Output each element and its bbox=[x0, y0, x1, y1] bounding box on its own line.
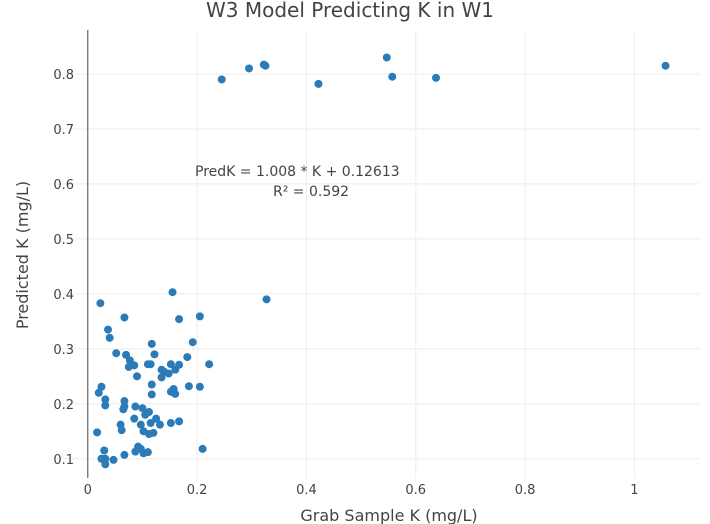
y-tick-label: 0.4 bbox=[53, 288, 74, 303]
y-tick-label: 0.1 bbox=[53, 453, 74, 468]
data-point bbox=[136, 420, 145, 429]
chart-title: W3 Model Predicting K in W1 bbox=[206, 0, 494, 22]
data-point bbox=[120, 313, 129, 322]
data-point bbox=[171, 365, 180, 374]
data-point bbox=[94, 388, 103, 397]
data-point bbox=[147, 380, 156, 389]
data-point bbox=[195, 312, 204, 321]
data-point bbox=[147, 339, 156, 348]
r-squared-label: R² = 0.592 bbox=[273, 184, 349, 200]
data-point bbox=[245, 64, 254, 73]
data-point bbox=[97, 382, 106, 391]
data-point bbox=[138, 404, 147, 413]
data-point bbox=[314, 79, 323, 88]
y-tick-label: 0.7 bbox=[53, 123, 74, 138]
data-point bbox=[96, 299, 105, 308]
x-tick-labels: 0 0.2 0.4 0.6 0.8 1 bbox=[84, 483, 639, 498]
x-tick-label: 0 bbox=[84, 483, 92, 498]
y-tick-label: 0.6 bbox=[53, 178, 74, 193]
data-point bbox=[166, 419, 175, 428]
data-point bbox=[157, 373, 166, 382]
data-point bbox=[101, 460, 110, 469]
data-point bbox=[431, 73, 440, 82]
data-point bbox=[261, 61, 270, 70]
data-point bbox=[195, 382, 204, 391]
data-point bbox=[101, 401, 110, 410]
x-tick-label: 0.2 bbox=[187, 483, 208, 498]
x-tick-label: 1 bbox=[630, 483, 638, 498]
data-point bbox=[146, 360, 155, 369]
data-point bbox=[149, 428, 158, 437]
data-point bbox=[120, 397, 129, 406]
x-axis-title: Grab Sample K (mg/L) bbox=[300, 506, 477, 524]
data-point bbox=[166, 360, 175, 369]
data-point bbox=[132, 372, 141, 381]
data-point bbox=[175, 315, 184, 324]
data-point bbox=[100, 446, 109, 455]
y-tick-label: 0.2 bbox=[53, 398, 74, 413]
data-point bbox=[150, 350, 159, 359]
data-point bbox=[105, 333, 114, 342]
data-point bbox=[130, 414, 139, 423]
data-point bbox=[184, 382, 193, 391]
x-tick-label: 0.6 bbox=[405, 483, 426, 498]
x-tick-label: 0.4 bbox=[296, 483, 317, 498]
data-point bbox=[101, 454, 110, 463]
data-point bbox=[171, 389, 180, 398]
data-point bbox=[119, 405, 128, 414]
data-point bbox=[388, 72, 397, 81]
data-point bbox=[152, 414, 161, 423]
data-point bbox=[109, 455, 118, 464]
data-point bbox=[141, 410, 150, 419]
data-point bbox=[168, 288, 177, 297]
data-point bbox=[217, 75, 226, 84]
data-point bbox=[131, 402, 140, 411]
data-point bbox=[117, 426, 126, 435]
y-tick-labels: 0.1 0.2 0.3 0.4 0.5 0.6 0.7 0.8 bbox=[53, 68, 74, 468]
data-point bbox=[382, 53, 391, 62]
data-point bbox=[188, 338, 197, 347]
regression-equation: PredK = 1.008 * K + 0.12613 bbox=[195, 164, 400, 180]
y-tick-label: 0.5 bbox=[53, 233, 74, 248]
data-point bbox=[164, 369, 173, 378]
data-points bbox=[93, 53, 670, 469]
y-tick-label: 0.3 bbox=[53, 343, 74, 358]
data-point bbox=[175, 417, 184, 426]
y-tick-label: 0.8 bbox=[53, 68, 74, 83]
data-point bbox=[198, 444, 207, 453]
x-tick-label: 0.8 bbox=[515, 483, 536, 498]
grid-lines bbox=[55, 30, 700, 478]
data-point bbox=[146, 419, 155, 428]
data-point bbox=[147, 390, 156, 399]
data-point bbox=[130, 361, 139, 370]
data-point bbox=[120, 450, 129, 459]
data-point bbox=[101, 395, 110, 404]
data-point bbox=[262, 295, 271, 304]
data-point bbox=[661, 61, 670, 70]
y-axis-title: Predicted K (mg/L) bbox=[13, 181, 32, 329]
data-point bbox=[131, 447, 140, 456]
data-point bbox=[112, 349, 121, 358]
data-point bbox=[205, 360, 214, 369]
data-point bbox=[104, 325, 113, 334]
data-point bbox=[143, 448, 152, 457]
data-point bbox=[155, 420, 164, 429]
data-point bbox=[93, 428, 102, 437]
data-point bbox=[183, 353, 192, 362]
